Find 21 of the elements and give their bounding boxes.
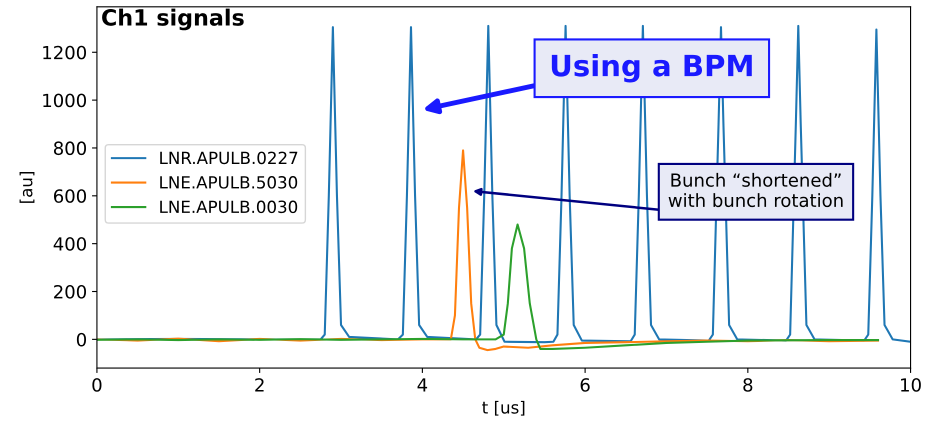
legend-label: LNE.APULB.5030 — [160, 176, 298, 189]
x-tick-label: 10 — [901, 378, 921, 392]
y-tick-label: 400 — [54, 237, 86, 251]
y-tick-label: 0 — [76, 332, 86, 346]
x-axis-title: t [us] — [482, 400, 524, 416]
y-tick-label: 1200 — [43, 46, 86, 60]
y-tick-label: 600 — [54, 189, 86, 203]
x-tick-label: 2 — [255, 378, 264, 392]
x-tick-label: 4 — [418, 378, 428, 392]
y-tick-label: 200 — [54, 284, 86, 299]
x-tick-label: 0 — [92, 378, 102, 392]
x-tick-label: 8 — [743, 378, 752, 392]
y-tick-label: 1000 — [43, 94, 86, 108]
chart-title: Ch1 signals — [102, 8, 244, 30]
x-tick-label: 6 — [580, 378, 590, 392]
y-axis-title: [au] — [20, 172, 34, 203]
legend-label: LNE.APULB.0030 — [160, 200, 298, 214]
annotation: Using a BPM — [552, 54, 752, 82]
legend-label: LNR.APULB.0227 — [160, 152, 298, 164]
annotation: Bunch “shortened” with bunch rotation — [668, 172, 843, 208]
y-tick-label: 800 — [54, 141, 86, 156]
